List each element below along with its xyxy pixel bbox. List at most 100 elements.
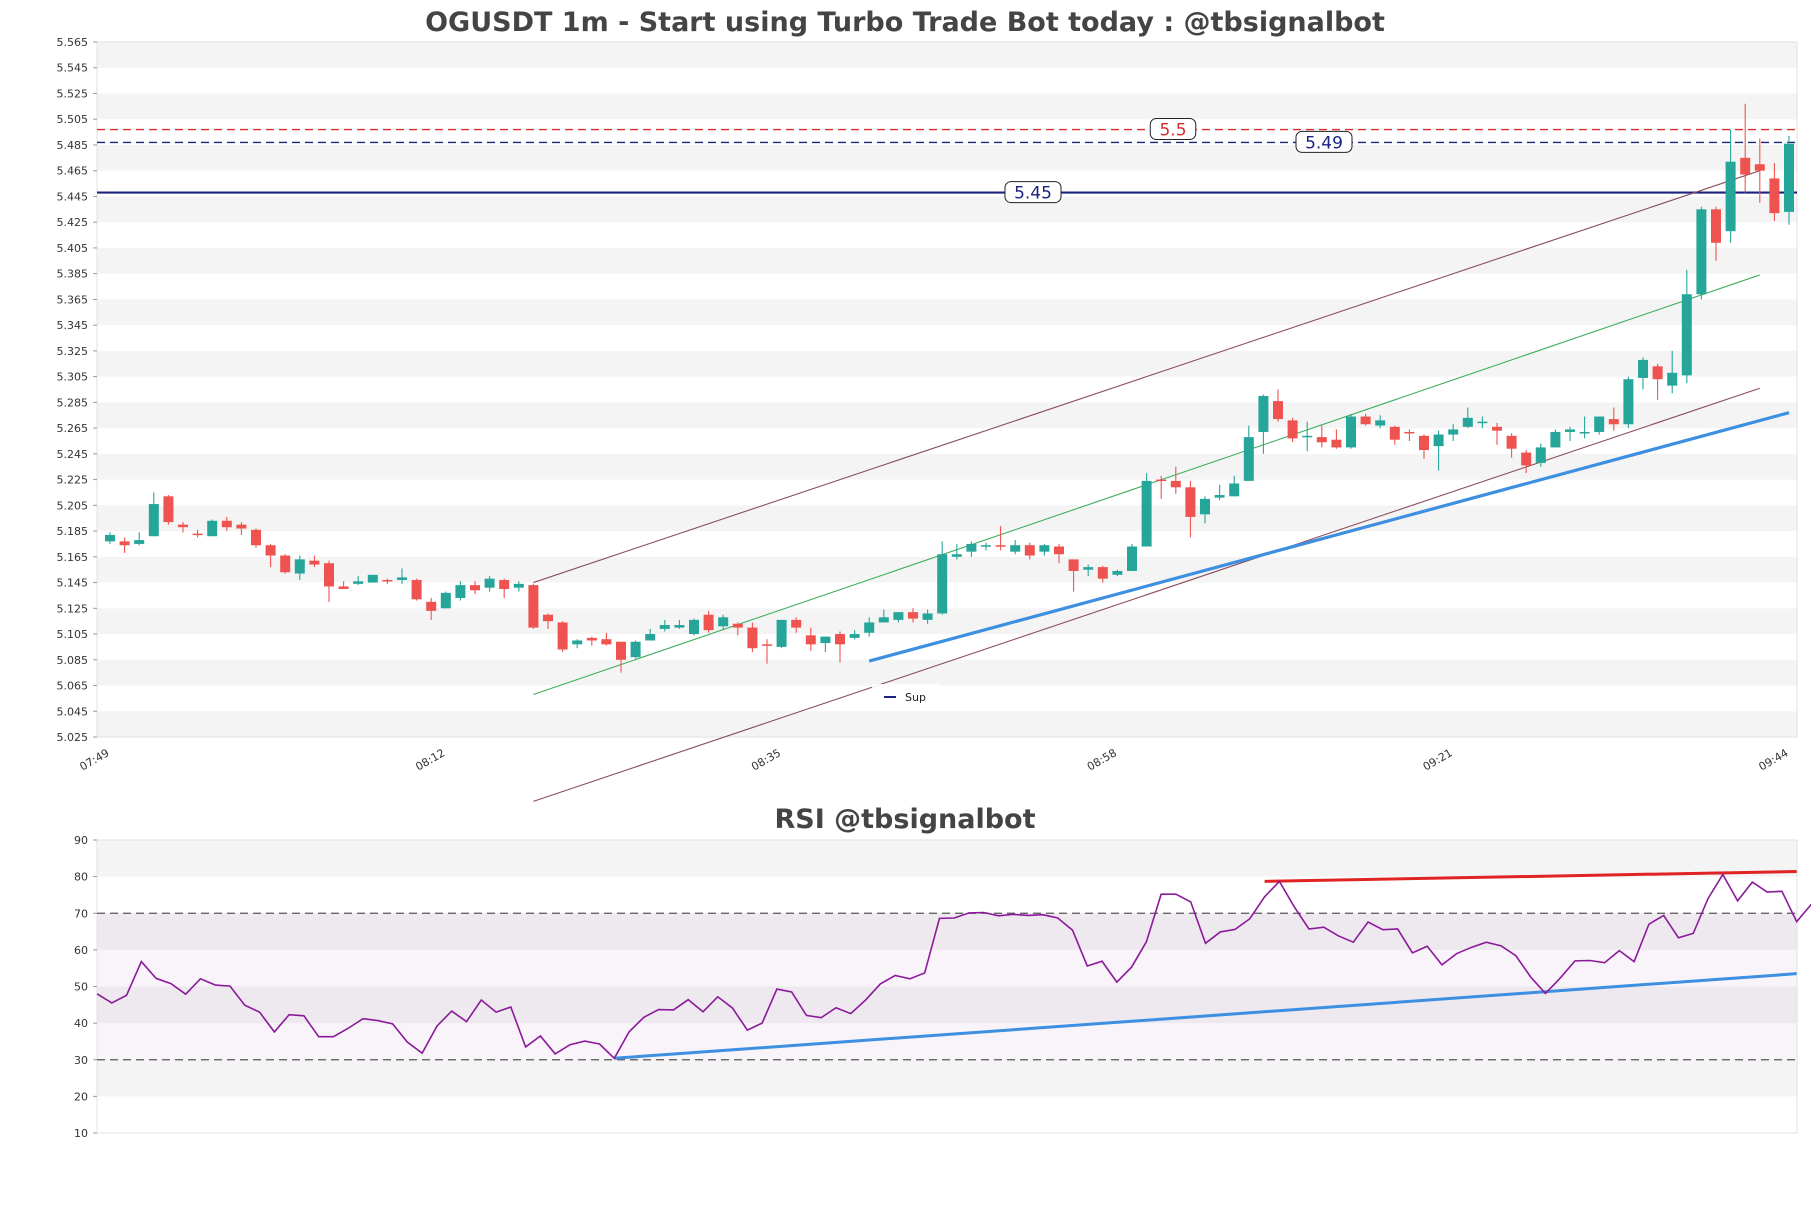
candle-body <box>1565 429 1575 432</box>
rsi-chart-title: RSI @tbsignalbot <box>774 804 1035 835</box>
price-y-tick-label: 5.345 <box>57 319 89 332</box>
candle-body <box>455 585 466 598</box>
candle-body <box>616 641 626 660</box>
price-band <box>97 711 1797 737</box>
price-y-tick-label: 5.045 <box>57 705 89 718</box>
price-y-tick-label: 5.325 <box>57 345 89 358</box>
candle-body <box>192 533 203 536</box>
candle-body <box>1360 416 1371 425</box>
price-level-label: 5.5 <box>1159 121 1186 141</box>
price-band <box>97 505 1797 532</box>
candle-body <box>119 541 130 546</box>
rsi-y-tick-label: 90 <box>74 834 88 847</box>
candle-body <box>1185 487 1196 517</box>
candle-body <box>499 579 510 589</box>
candle-body <box>1024 545 1035 556</box>
price-x-tick-label: 09:44 <box>1757 746 1791 773</box>
rsi-trend-line <box>1264 869 1797 883</box>
candle-body <box>1010 545 1021 552</box>
price-band <box>97 350 1797 377</box>
candle-body <box>893 612 904 620</box>
legend-label: Sup <box>905 691 926 704</box>
price-trend-line <box>533 170 1760 584</box>
rsi-y-tick-label: 40 <box>74 1017 88 1030</box>
candle-body <box>105 534 115 542</box>
price-band <box>97 93 1797 120</box>
price-y-tick-label: 5.505 <box>57 113 89 126</box>
candle-body <box>659 625 670 629</box>
candle-body <box>324 563 334 587</box>
candle-body <box>1419 435 1429 450</box>
rsi-panel: 10 20 30 40 50 60 70 80 90 <box>74 834 1811 1140</box>
candle-body <box>1141 480 1152 547</box>
price-panel: 5.025 5.045 5.065 5.085 5.105 5.125 5.145 5.165… <box>57 36 1798 802</box>
candle-body <box>265 545 276 556</box>
candle-body <box>849 634 860 638</box>
price-level-label-box <box>1149 118 1197 141</box>
candle-body <box>951 554 962 557</box>
candle-body <box>1097 567 1108 579</box>
price-band <box>97 453 1797 480</box>
price-y-tick-label: 5.405 <box>57 242 89 255</box>
candle-body <box>1696 209 1707 295</box>
candle-body <box>1331 439 1342 448</box>
candle-body <box>1273 401 1283 420</box>
candle-body <box>1083 567 1094 570</box>
price-chart-title: OGUSDT 1m - Start using Turbo Trade Bot … <box>425 7 1385 38</box>
price-y-tick-label: 5.385 <box>57 268 89 281</box>
candle-body <box>1433 434 1444 447</box>
candle-body <box>1681 294 1692 376</box>
candle-body <box>1725 161 1736 232</box>
rsi-y-tick-label: 70 <box>74 907 88 920</box>
candle-body <box>995 545 1006 547</box>
candle-body <box>426 601 437 611</box>
price-y-tick-label: 5.025 <box>57 731 89 744</box>
candle-body <box>689 619 699 635</box>
price-y-tick-label: 5.245 <box>57 448 89 461</box>
rsi-zone-fill <box>97 913 1797 1060</box>
price-y-tick-label: 5.205 <box>57 499 89 512</box>
price-y-tick-label: 5.065 <box>57 680 89 693</box>
price-y-tick-label: 5.125 <box>57 602 89 615</box>
candle-body <box>1579 431 1590 434</box>
rsi-y-tick-label: 50 <box>74 981 88 994</box>
candle-body <box>601 639 612 645</box>
candle-body <box>805 635 816 645</box>
price-plot-frame <box>96 41 1798 738</box>
candle-body <box>922 613 933 620</box>
candle-body <box>367 574 378 583</box>
candle-body <box>791 619 802 628</box>
candle-body <box>411 579 422 600</box>
candle-body <box>484 578 495 588</box>
candle-body <box>1535 447 1546 463</box>
candle-body <box>397 577 407 580</box>
price-level-label-box <box>1295 130 1353 153</box>
rsi-y-tick-label: 30 <box>74 1054 88 1067</box>
candle-body <box>703 614 714 631</box>
price-level-label: 5.49 <box>1305 133 1343 153</box>
candle-body <box>1258 395 1269 432</box>
price-x-tick-label: 08:35 <box>749 746 783 773</box>
candle-body <box>878 617 889 623</box>
rsi-y-tick-label: 80 <box>74 871 88 884</box>
candle-body <box>630 641 641 658</box>
price-x-tick-label: 07:49 <box>78 746 112 773</box>
price-y-tick-label: 5.285 <box>57 396 89 409</box>
price-x-tick-label: 09:21 <box>1421 746 1455 773</box>
candle-body <box>280 555 291 573</box>
candle-body <box>557 622 568 650</box>
candle-body <box>981 545 991 547</box>
candle-body <box>294 559 305 574</box>
candle-body <box>178 524 188 528</box>
candle-body <box>1784 143 1794 212</box>
candle-body <box>572 640 583 645</box>
candle-body <box>732 623 743 628</box>
candle-body <box>1039 545 1050 552</box>
candle-body <box>338 586 349 589</box>
candle-body <box>937 554 948 614</box>
candle-body <box>586 637 597 641</box>
candle-body <box>1754 164 1765 171</box>
candle-body <box>236 524 247 529</box>
price-y-tick-label: 5.365 <box>57 293 89 306</box>
